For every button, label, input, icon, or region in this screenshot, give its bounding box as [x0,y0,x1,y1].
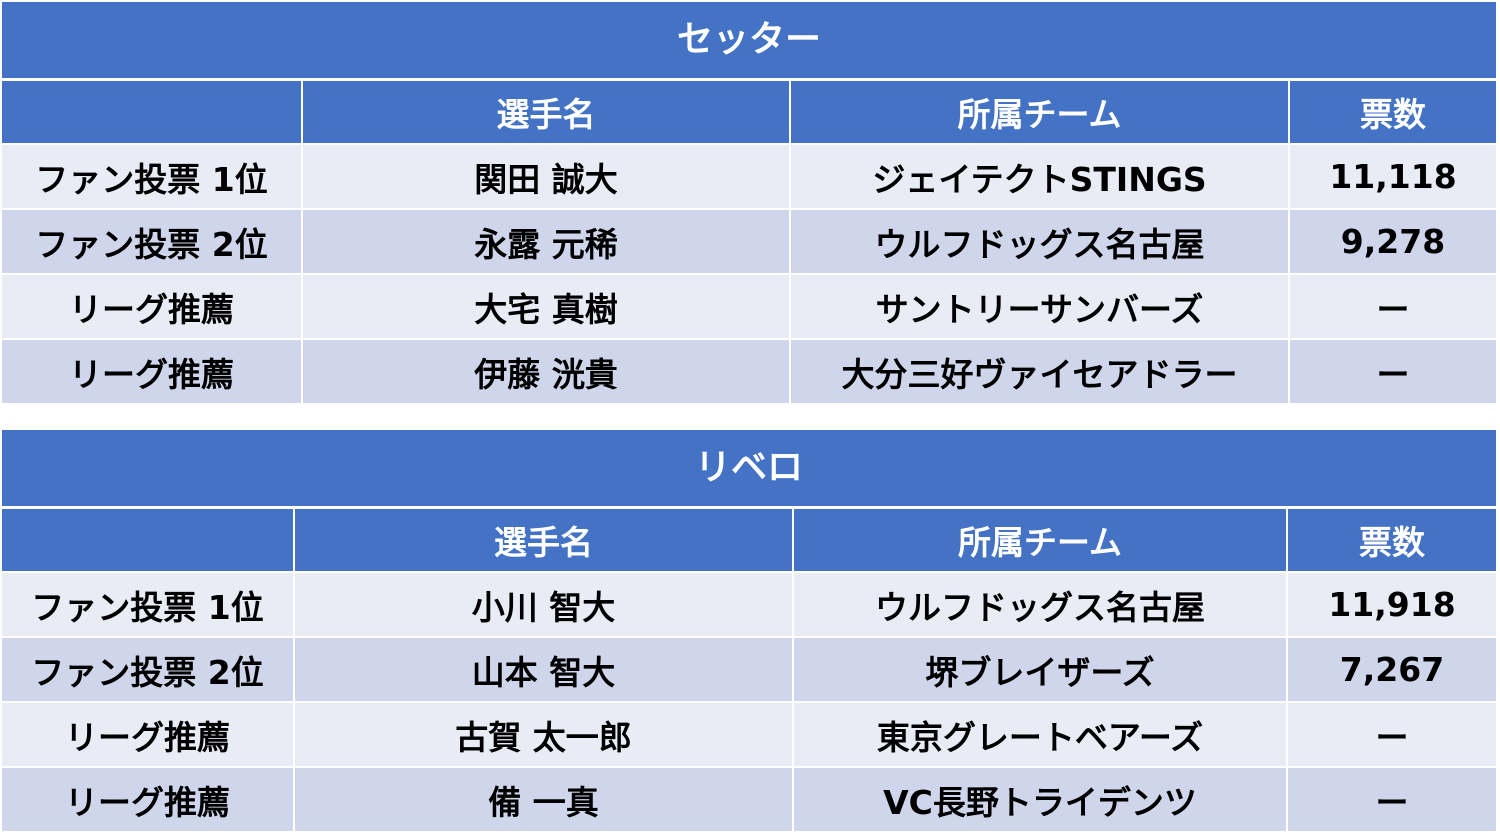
table-row: ファン投票 1位 小川 智大 ウルフドッグス名古屋 11,918 [2,573,1496,638]
header-row: 選手名 所属チーム 票数 [2,81,1496,145]
cell-category: ファン投票 2位 [2,638,293,703]
header-cell-player-name: 選手名 [295,509,792,573]
cell-votes: 11,918 [1288,573,1496,638]
header-cell-team: 所属チーム [791,81,1288,145]
header-cell-player-name: 選手名 [303,81,789,145]
cell-player-name: 山本 智大 [295,638,792,703]
libero-table-block: リベロ 選手名 所属チーム 票数 ファン投票 1位 小川 智大 ウルフドッグス名… [2,430,1496,833]
cell-player-name: 伊藤 洸貴 [303,340,789,405]
table-row: リーグ推薦 古賀 太一郎 東京グレートベアーズ ー [2,703,1496,768]
cell-player-name: 備 一真 [295,768,792,833]
table-row: リーグ推薦 大宅 真樹 サントリーサンバーズ ー [2,275,1496,340]
cell-team: 大分三好ヴァイセアドラー [791,340,1288,405]
libero-table: 選手名 所属チーム 票数 ファン投票 1位 小川 智大 ウルフドッグス名古屋 1… [0,509,1498,833]
header-cell-blank [2,81,301,145]
setter-table-block: セッター 選手名 所属チーム 票数 ファン投票 1位 関田 誠大 ジェイテクトS… [2,2,1496,405]
cell-player-name: 関田 誠大 [303,145,789,210]
cell-votes: 9,278 [1290,210,1496,275]
cell-votes: ー [1288,703,1496,768]
cell-category: ファン投票 1位 [2,573,293,638]
cell-team: ウルフドッグス名古屋 [794,573,1286,638]
cell-team: ジェイテクトSTINGS [791,145,1288,210]
cell-team: 東京グレートベアーズ [794,703,1286,768]
cell-category: リーグ推薦 [2,768,293,833]
cell-player-name: 古賀 太一郎 [295,703,792,768]
cell-votes: 7,267 [1288,638,1496,703]
cell-category: ファン投票 1位 [2,145,301,210]
header-row: 選手名 所属チーム 票数 [2,509,1496,573]
cell-team: 堺ブレイザーズ [794,638,1286,703]
libero-title: リベロ [2,430,1496,506]
cell-team: VC長野トライデンツ [794,768,1286,833]
cell-category: リーグ推薦 [2,340,301,405]
table-row: ファン投票 2位 山本 智大 堺ブレイザーズ 7,267 [2,638,1496,703]
header-cell-team: 所属チーム [794,509,1286,573]
setter-table: 選手名 所属チーム 票数 ファン投票 1位 関田 誠大 ジェイテクトSTINGS… [0,81,1498,405]
table-row: リーグ推薦 伊藤 洸貴 大分三好ヴァイセアドラー ー [2,340,1496,405]
cell-category: リーグ推薦 [2,275,301,340]
cell-category: リーグ推薦 [2,703,293,768]
cell-player-name: 永露 元稀 [303,210,789,275]
header-cell-votes: 票数 [1288,509,1496,573]
cell-player-name: 小川 智大 [295,573,792,638]
cell-team: サントリーサンバーズ [791,275,1288,340]
table-row: ファン投票 1位 関田 誠大 ジェイテクトSTINGS 11,118 [2,145,1496,210]
setter-title: セッター [2,2,1496,78]
table-row: リーグ推薦 備 一真 VC長野トライデンツ ー [2,768,1496,833]
cell-team: ウルフドッグス名古屋 [791,210,1288,275]
cell-votes: 11,118 [1290,145,1496,210]
table-row: ファン投票 2位 永露 元稀 ウルフドッグス名古屋 9,278 [2,210,1496,275]
cell-player-name: 大宅 真樹 [303,275,789,340]
header-cell-votes: 票数 [1290,81,1496,145]
cell-votes: ー [1290,340,1496,405]
header-cell-blank [2,509,293,573]
cell-votes: ー [1290,275,1496,340]
cell-category: ファン投票 2位 [2,210,301,275]
cell-votes: ー [1288,768,1496,833]
